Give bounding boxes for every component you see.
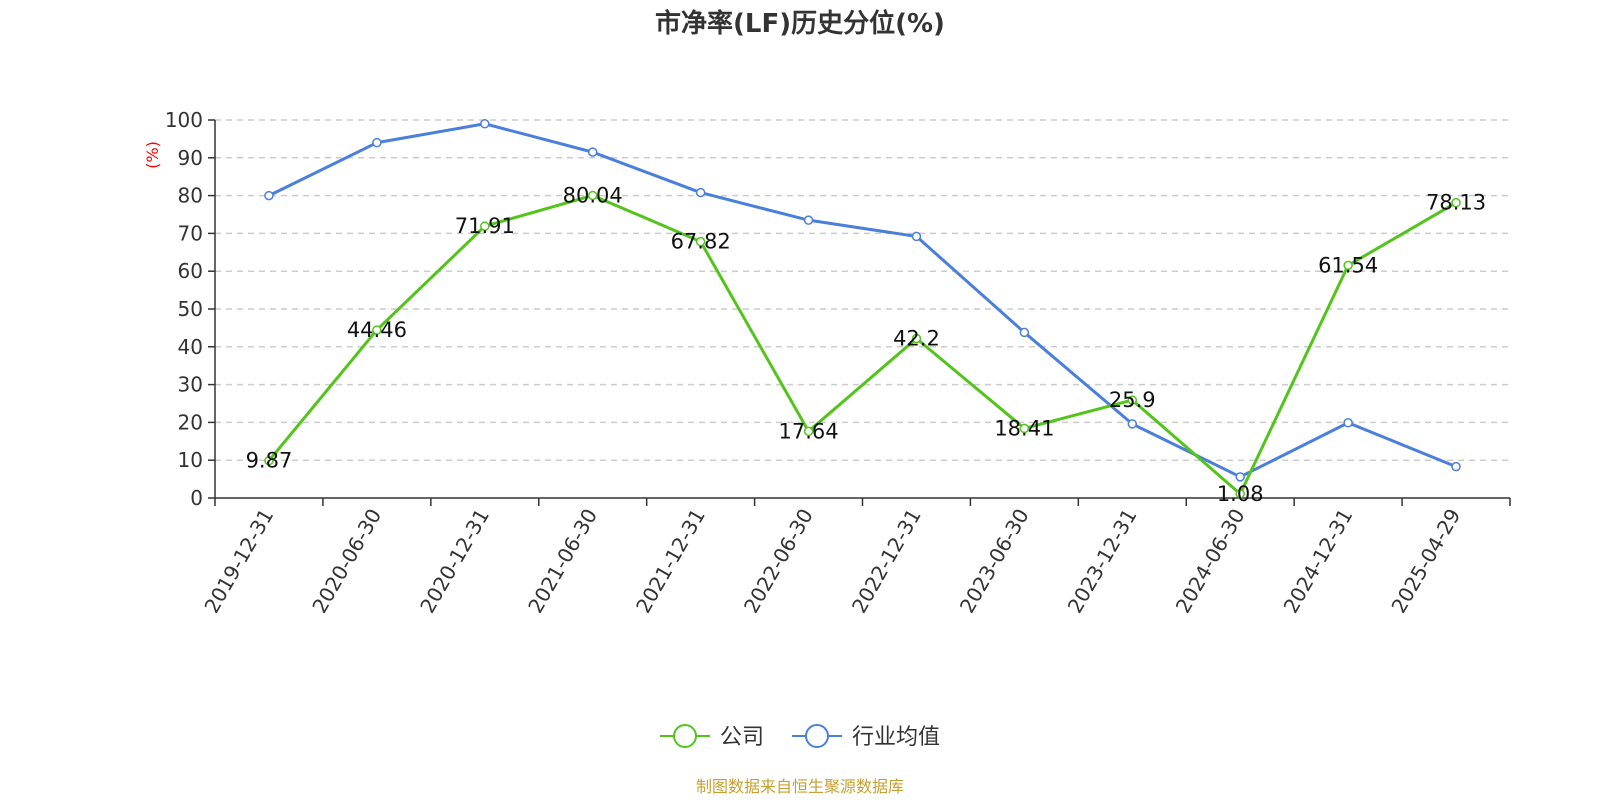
x-tick-label: 2025-04-29	[1386, 505, 1465, 618]
x-tick-label: 2020-06-30	[307, 505, 386, 618]
series-line-0	[267, 193, 1457, 496]
x-tick-label: 2022-06-30	[739, 505, 818, 618]
data-point-0[interactable]	[803, 426, 814, 437]
legend-swatch-marker	[805, 724, 829, 748]
data-point-1[interactable]	[695, 187, 706, 198]
data-point-1[interactable]	[372, 137, 382, 148]
data-label: 61.54	[1318, 253, 1378, 277]
data-point-0[interactable]	[695, 236, 706, 247]
data-labels: 9.87 44.46 71.91 80.04 67.82 17.64 42.2 18.41 25…	[246, 183, 1487, 505]
y-tick-label: 20	[178, 410, 203, 434]
legend-label: 公司	[720, 725, 764, 750]
data-label: 1.08	[1217, 482, 1264, 506]
data-point-0[interactable]	[1127, 395, 1138, 405]
series-points	[264, 119, 1461, 499]
data-label: 18.41	[994, 416, 1054, 440]
grid-lines	[215, 119, 1510, 461]
axes: 0 10 20 30 40 50 60 70 80 90 100 2019-12-31 2020-06-…	[165, 108, 1511, 618]
data-label: 42.2	[893, 326, 940, 350]
source-note: 制图数据来自恒生聚源数据库	[696, 777, 904, 796]
legend-swatch-marker	[673, 724, 697, 748]
data-point-1[interactable]	[1235, 472, 1245, 482]
data-label: 80.04	[563, 183, 623, 207]
series-lines	[267, 122, 1457, 496]
y-tick-label: 30	[178, 373, 203, 397]
data-point-0[interactable]	[1019, 423, 1030, 434]
series-line-1	[268, 122, 1457, 479]
x-tick-label: 2021-12-31	[631, 505, 710, 618]
data-point-1[interactable]	[264, 190, 274, 201]
x-tick-label: 2023-12-31	[1063, 505, 1142, 618]
y-tick-label: 40	[178, 335, 203, 359]
y-axis-unit-label: (%)	[143, 141, 162, 169]
data-point-0[interactable]	[480, 221, 490, 231]
x-tick-label: 2019-12-31	[199, 505, 278, 618]
data-label: 44.46	[347, 318, 407, 342]
data-point-1[interactable]	[1451, 461, 1461, 472]
data-label: 17.64	[778, 419, 838, 443]
data-label: 9.87	[246, 449, 293, 473]
data-point-0[interactable]	[1451, 197, 1461, 208]
x-tick-label: 2021-06-30	[523, 505, 602, 618]
data-label: 78.13	[1426, 191, 1486, 215]
y-tick-label: 70	[178, 221, 203, 245]
x-tick-label: 2020-12-31	[415, 504, 494, 617]
data-point-0[interactable]	[587, 190, 598, 201]
y-tick-label: 100	[165, 108, 203, 132]
data-point-0[interactable]	[372, 325, 382, 335]
x-tick-label: 2022-12-31	[847, 504, 926, 617]
data-point-1[interactable]	[1343, 418, 1353, 428]
data-point-1[interactable]	[1019, 327, 1030, 338]
y-tick-label: 10	[178, 448, 203, 472]
y-tick-label: 80	[178, 184, 203, 208]
data-point-0[interactable]	[911, 333, 922, 344]
data-label: 25.9	[1109, 388, 1156, 412]
data-label: 71.91	[455, 214, 515, 238]
data-point-1[interactable]	[480, 119, 490, 129]
data-point-0[interactable]	[1235, 489, 1245, 499]
y-tick-label: 0	[190, 486, 203, 510]
x-tick-label: 2023-06-30	[955, 505, 1034, 618]
data-point-0[interactable]	[1343, 260, 1353, 271]
y-tick-label: 60	[178, 259, 203, 283]
legend-item-1[interactable]: 行业均值	[792, 724, 940, 750]
data-point-1[interactable]	[587, 147, 598, 157]
data-label: 67.82	[671, 230, 731, 254]
data-point-1[interactable]	[803, 215, 814, 225]
y-tick-label: 90	[178, 146, 203, 170]
x-tick-label: 2024-12-31	[1279, 505, 1358, 618]
x-tick-label: 2024-06-30	[1171, 505, 1250, 618]
y-tick-label: 50	[178, 297, 203, 321]
data-point-0[interactable]	[264, 455, 274, 466]
legend-label: 行业均值	[852, 725, 940, 750]
chart-title: 市净率(LF)历史分位(%)	[655, 8, 945, 39]
data-point-1[interactable]	[1127, 419, 1138, 429]
data-point-1[interactable]	[911, 231, 922, 242]
legend[interactable]: 公司 行业均值	[660, 724, 940, 750]
legend-item-0[interactable]: 公司	[660, 724, 764, 750]
